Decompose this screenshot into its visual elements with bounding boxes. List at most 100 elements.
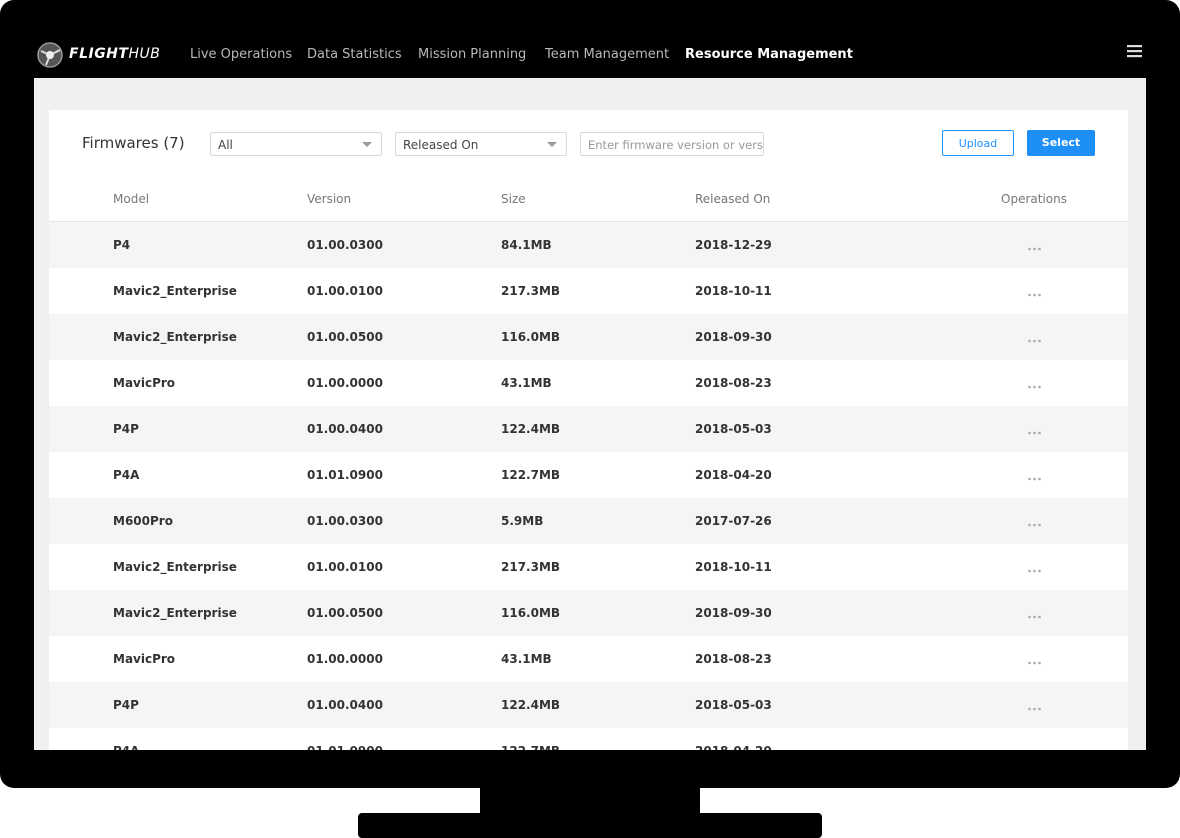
table-row: P4 01.00.0300 84.1MB 2018-12-29 (49, 222, 1128, 268)
nav-item[interactable]: Resource Management (685, 47, 853, 62)
table-cell: P4A (113, 744, 139, 750)
table-row: P4P 01.00.0400 122.4MB 2018-05-03 (49, 406, 1128, 452)
header-divider (49, 221, 1128, 222)
column-header: Model (113, 192, 150, 206)
table-cell: Mavic2_Enterprise (113, 560, 237, 574)
table-cell: 01.01.0900 (307, 468, 383, 482)
card-title: Firmwares (7) (82, 134, 185, 152)
table-cell: 2018-09-30 (695, 606, 772, 620)
dots-icon (1028, 661, 1041, 665)
table-cell: 01.00.0100 (307, 560, 383, 574)
model-filter: All (218, 138, 233, 152)
table-cell: Mavic2_Enterprise (113, 330, 237, 344)
caret (547, 142, 557, 147)
operations-menu[interactable] (1028, 466, 1041, 485)
operations-menu[interactable] (1028, 742, 1041, 750)
table-cell: 01.00.0000 (307, 652, 383, 666)
column-header: Size (501, 192, 526, 206)
monitor-base (358, 813, 822, 838)
column-header: Operations (1001, 192, 1067, 206)
table-cell: 01.00.0500 (307, 330, 383, 344)
table-cell: P4P (113, 698, 139, 712)
date-filter: Released On (403, 138, 479, 152)
table-cell: 84.1MB (501, 238, 552, 252)
dots-icon (1028, 431, 1041, 435)
table-cell: M600Pro (113, 514, 173, 528)
dots-icon (1028, 569, 1041, 573)
table-cell: 5.9MB (501, 514, 544, 528)
table-cell: 2018-12-29 (695, 238, 772, 252)
table-cell: MavicPro (113, 376, 176, 390)
navbar: FLIGHTHUB Live Operations Data Statistics… (34, 30, 1146, 78)
operations-menu[interactable] (1028, 420, 1041, 439)
table-cell: 01.00.0100 (307, 284, 383, 298)
operations-menu[interactable] (1028, 282, 1041, 301)
table-cell: 2018-10-11 (695, 284, 772, 298)
operations-menu[interactable] (1028, 696, 1041, 715)
operations-menu[interactable] (1028, 512, 1041, 531)
table-cell: 43.1MB (501, 652, 552, 666)
upload-button[interactable]: Upload (942, 130, 1014, 156)
table-cell: 2018-10-11 (695, 560, 772, 574)
date-dropdown[interactable]: Released On (395, 132, 567, 156)
dots-icon (1028, 523, 1041, 527)
nav-item[interactable]: Live Operations (190, 47, 293, 62)
table-cell: 2018-05-03 (695, 698, 772, 712)
table-cell: 2018-05-03 (695, 422, 772, 436)
table-row: MavicPro 01.00.0000 43.1MB 2018-08-23 (49, 636, 1128, 682)
table-cell: 2018-04-20 (695, 744, 772, 750)
table-cell: 2018-08-23 (695, 652, 772, 666)
logo-icon (37, 42, 63, 68)
model-dropdown[interactable]: All (210, 132, 382, 156)
dots-icon (1028, 339, 1041, 343)
table-cell: Mavic2_Enterprise (113, 284, 237, 298)
table-cell: 217.3MB (501, 284, 561, 298)
table-row: M600Pro 01.00.0300 5.9MB 2017-07-26 (49, 498, 1128, 544)
operations-menu[interactable] (1028, 650, 1041, 669)
brand-light: HUB (128, 46, 161, 62)
column-header: Released On (695, 192, 771, 206)
operations-menu[interactable] (1028, 558, 1041, 577)
firmware-card: Firmwares (7) All Released On Enter firm… (49, 110, 1128, 750)
table-cell: P4A (113, 468, 140, 482)
table-cell: 01.00.0300 (307, 514, 383, 528)
nav-item[interactable]: Data Statistics (307, 47, 402, 62)
table-cell: P4 (113, 238, 131, 252)
brand-bold: FLIGHT (69, 46, 129, 62)
operations-menu[interactable] (1028, 374, 1041, 393)
table-cell: 122.7MB (501, 744, 560, 750)
column-header: Version (307, 192, 352, 206)
dots-icon (1028, 247, 1041, 251)
brand: FLIGHTHUB (69, 46, 160, 62)
table-cell: 116.0MB (501, 606, 561, 620)
table-cell: 2018-04-20 (695, 468, 772, 482)
table-cell: 01.00.0400 (307, 698, 383, 712)
caret (362, 142, 372, 147)
table-cell: 122.7MB (501, 468, 561, 482)
table-cell: 122.4MB (501, 422, 561, 436)
screen: FLIGHTHUB Live Operations Data Statistics… (34, 30, 1146, 750)
nav-item[interactable]: Team Management (545, 47, 670, 62)
table-cell: 43.1MB (501, 376, 552, 390)
table-row: P4P 01.00.0400 122.4MB 2018-05-03 (49, 682, 1128, 728)
search-input[interactable]: Enter firmware version or version (580, 132, 764, 156)
operations-menu[interactable] (1028, 236, 1041, 255)
operations-menu[interactable] (1028, 328, 1041, 347)
table-cell: 2018-09-30 (695, 330, 772, 344)
table-cell: 122.4MB (501, 698, 561, 712)
table-cell: 01.00.0000 (307, 376, 383, 390)
nav-item[interactable]: Mission Planning (418, 47, 527, 62)
dots-icon (1028, 615, 1041, 619)
table-row: Mavic2_Enterprise 01.00.0500 116.0MB 2018-0… (49, 314, 1128, 360)
table-row: P4A 01.01.0900 122.7MB 2018-04-20 (49, 452, 1128, 498)
menu-icon[interactable] (1127, 45, 1143, 59)
table-row: P4A 01.01.0900 122.7MB 2018-04-20 (49, 728, 1128, 750)
table-cell: 116.0MB (501, 330, 561, 344)
table-cell: 01.00.0300 (307, 238, 383, 252)
table-cell: MavicPro (113, 652, 176, 666)
monitor-neck (480, 786, 700, 814)
operations-menu[interactable] (1028, 604, 1041, 623)
table-cell: 2018-08-23 (695, 376, 772, 390)
select-button[interactable]: Select (1027, 130, 1095, 156)
table-cell: 01.00.0400 (307, 422, 383, 436)
